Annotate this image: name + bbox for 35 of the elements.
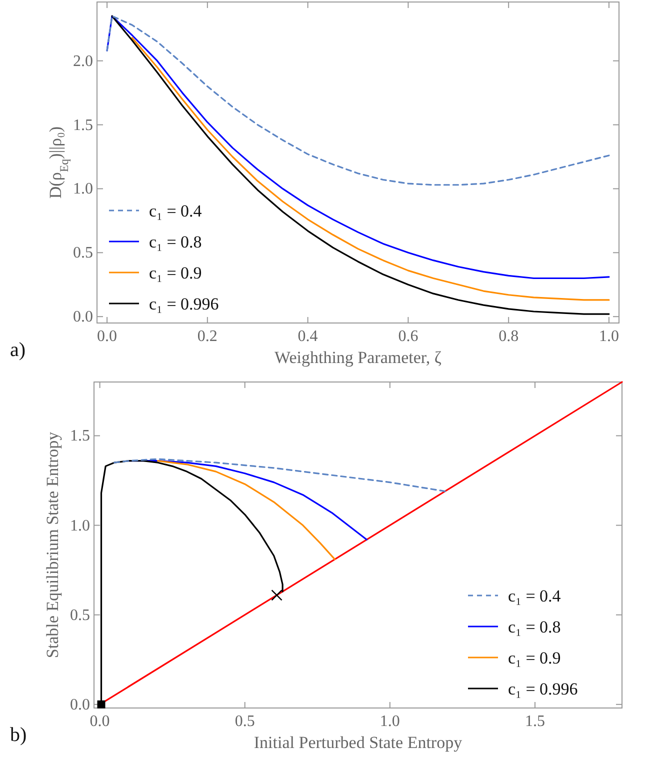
x-tick-label: 1.0 (598, 328, 619, 345)
legend-label: c₁ = 0.8 (149, 232, 202, 252)
y-axis-title: Stable Equilibrium State Entropy (43, 431, 62, 658)
text: a) (10, 339, 26, 361)
y-tick-label: 0.0 (73, 308, 93, 326)
y-tick-label: 0.0 (70, 696, 90, 714)
x-tick-label: 0.6 (398, 328, 418, 345)
y-tick-label: 0.5 (70, 606, 90, 624)
legend-label: c₁ = 0.9 (508, 648, 561, 668)
y-tick-label: 1.0 (70, 517, 90, 534)
legend-label: c₁ = 0.996 (508, 680, 578, 698)
x-axis-title: Initial Perturbed State Entropy (254, 733, 463, 752)
x-tick-label: 0.2 (197, 328, 218, 345)
y-tick-label: 1.5 (73, 116, 93, 134)
line-series (106, 15, 610, 186)
x-axis-title: Weighthing Parameter, ζ (274, 348, 442, 367)
x-tick-label: 0.4 (298, 328, 318, 345)
line-series (157, 460, 336, 560)
legend-label: c₁ = 0.8 (508, 618, 561, 636)
legend-label: c₁ = 0.996 (149, 294, 219, 314)
x-tick-label: 0.8 (498, 328, 519, 345)
text: b) (10, 724, 27, 746)
legend-label: c₁ = 0.4 (149, 202, 202, 220)
x-tick-label: 0.5 (234, 713, 255, 730)
legend-label: c₁ = 0.4 (508, 586, 562, 606)
x-tick-label: 1.0 (380, 713, 400, 730)
line-series (114, 458, 446, 492)
x-tick-label: 1.5 (524, 713, 545, 730)
x-tick-label: 0.0 (90, 713, 110, 730)
legend-label: c₁ = 0.9 (149, 264, 202, 282)
y-tick-label: 1.0 (73, 180, 93, 198)
y-tick-label: 0.5 (73, 244, 93, 262)
x-tick-label: 0.0 (97, 328, 118, 345)
y-tick-label: 1.5 (70, 428, 90, 445)
y-tick-label: 2.0 (73, 52, 93, 70)
